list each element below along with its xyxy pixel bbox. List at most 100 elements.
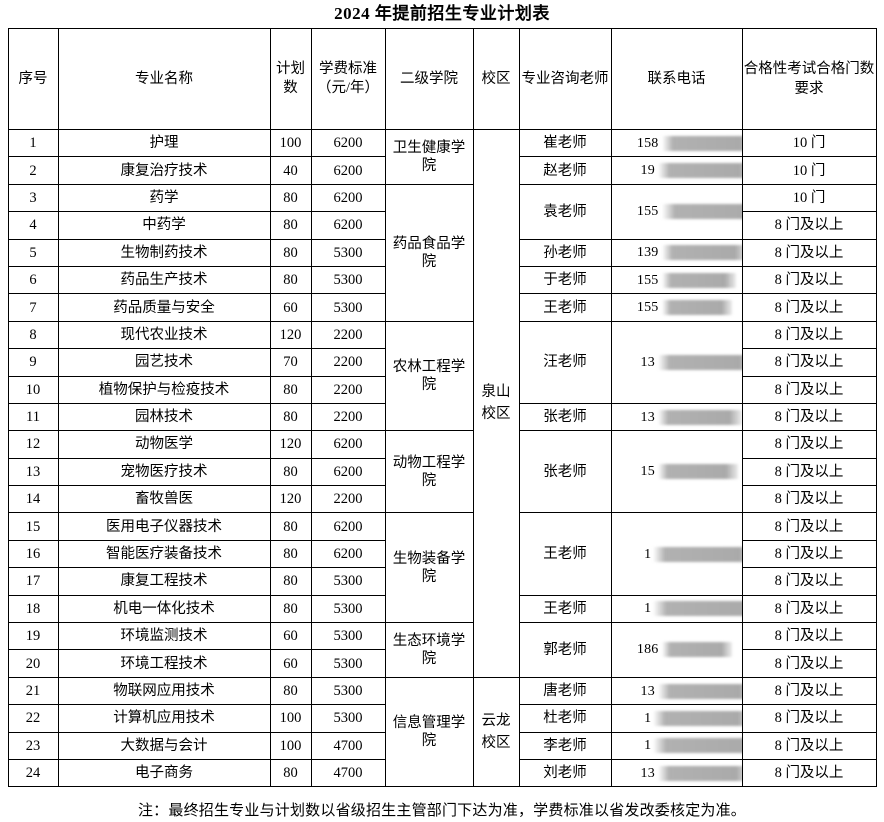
cell-fee: 5300: [310, 649, 386, 678]
table-row: 12 动物医学 120 6200 动物工程学院 张老师 15 8 门及以上: [7, 430, 877, 514]
table-row: 13 宠物医疗技术 80 6200 8 门及以上: [7, 457, 877, 487]
cell-teacher: 张老师: [518, 402, 612, 432]
cell-major: 植物保护与检疫技术: [57, 375, 271, 404]
cell-seq: 4: [7, 211, 59, 240]
cell-seq: 6: [7, 265, 59, 295]
cell-requirement: 8 门及以上: [741, 402, 877, 432]
cell-requirement: 8 门及以上: [741, 348, 877, 377]
cell-fee: 5300: [310, 293, 386, 322]
table-row: 4 中药学 80 6200 8 门及以上: [7, 211, 877, 240]
cell-seq: 3: [7, 183, 59, 213]
cell-fee: 5300: [310, 265, 386, 295]
redaction-overlay: [657, 409, 741, 425]
cell-major: 大数据与会计: [57, 731, 271, 760]
cell-requirement: 10 门: [741, 183, 877, 213]
cell-plan: 80: [269, 539, 312, 569]
column-header-major: 专业名称: [57, 28, 271, 130]
cell-requirement: 8 门及以上: [741, 320, 877, 350]
cell-requirement: 8 门及以上: [741, 512, 877, 541]
cell-teacher: 唐老师: [518, 676, 612, 706]
cell-seq: 24: [7, 758, 59, 788]
cell-plan: 80: [269, 457, 312, 487]
page-title: 2024 年提前招生专业计划表: [334, 4, 550, 23]
phone-number-redacted: 1: [644, 546, 741, 564]
cell-seq: 8: [7, 320, 59, 350]
cell-fee: 6200: [310, 512, 386, 541]
cell-phone: 13: [610, 758, 743, 788]
cell-seq: 16: [7, 539, 59, 569]
cell-college: 药品食品学院: [384, 183, 474, 322]
phone-number-redacted: 1: [644, 710, 741, 728]
cell-major: 药品生产技术: [57, 265, 271, 295]
cell-plan: 100: [269, 128, 312, 158]
phone-number-redacted: 13: [641, 354, 741, 372]
cell-teacher: 汪老师: [518, 320, 612, 404]
cell-teacher: 杜老师: [518, 704, 612, 733]
table-row: 8 现代农业技术 120 2200 农林工程学院 汪老师 13 8 门及以上: [7, 320, 877, 432]
cell-fee: 5300: [310, 622, 386, 651]
redaction-overlay: [657, 765, 741, 781]
cell-plan: 80: [269, 375, 312, 404]
phone-number-redacted: 15: [641, 463, 738, 481]
cell-major: 环境工程技术: [57, 649, 271, 678]
cell-fee: 6200: [310, 183, 386, 213]
cell-teacher: 张老师: [518, 430, 612, 514]
cell-teacher: 于老师: [518, 265, 612, 295]
cell-teacher: 袁老师: [518, 183, 612, 240]
cell-fee: 5300: [310, 567, 386, 596]
table-row: 19 环境监测技术 60 5300 生态环境学院 郭老师 186 8 门及以上: [7, 622, 877, 678]
cell-phone: 15: [610, 430, 743, 514]
table-row: 22 计算机应用技术 100 5300 杜老师 1 8 门及以上: [7, 704, 877, 733]
cell-requirement: 8 门及以上: [741, 485, 877, 514]
column-header-fee: 学费标准（元/年）: [310, 28, 386, 130]
phone-number-redacted: 155: [637, 299, 732, 317]
redaction-overlay: [657, 683, 741, 699]
cell-seq: 9: [7, 348, 59, 377]
redaction-overlay: [661, 135, 741, 151]
cell-requirement: 8 门及以上: [741, 567, 877, 596]
table-row: 21 物联网应用技术 80 5300 信息管理学院 云龙校区 唐老师 13 8 门及以上: [7, 676, 877, 788]
cell-plan: 100: [269, 731, 312, 760]
cell-requirement: 8 门及以上: [741, 238, 877, 267]
cell-teacher: 孙老师: [518, 238, 612, 267]
phone-number-redacted: 158: [637, 135, 741, 153]
cell-seq: 23: [7, 731, 59, 760]
cell-seq: 21: [7, 676, 59, 706]
cell-teacher: 赵老师: [518, 156, 612, 185]
cell-fee: 5300: [310, 676, 386, 706]
cell-college: 生物装备学院: [384, 512, 474, 624]
column-header-campus: 校区: [472, 28, 520, 130]
phone-number-redacted: 1: [644, 737, 741, 755]
cell-plan: 80: [269, 676, 312, 706]
cell-major: 护理: [57, 128, 271, 158]
cell-fee: 2200: [310, 375, 386, 404]
cell-fee: 6200: [310, 539, 386, 569]
cell-requirement: 8 门及以上: [741, 594, 877, 624]
redaction-overlay: [653, 738, 741, 754]
cell-major: 宠物医疗技术: [57, 457, 271, 487]
table-row: 5 生物制药技术 80 5300 孙老师 139 8 门及以上: [7, 238, 877, 267]
cell-phone: 13: [610, 320, 743, 404]
cell-fee: 6200: [310, 211, 386, 240]
redaction-overlay: [653, 710, 741, 726]
cell-fee: 5300: [310, 238, 386, 267]
phone-number-redacted: 13: [641, 409, 741, 427]
cell-major: 机电一体化技术: [57, 594, 271, 624]
cell-college: 信息管理学院: [384, 676, 474, 788]
cell-requirement: 8 门及以上: [741, 265, 877, 295]
cell-plan: 80: [269, 512, 312, 541]
table-row: 15 医用电子仪器技术 80 6200 生物装备学院 王老师 1 8 门及以上: [7, 512, 877, 624]
cell-requirement: 8 门及以上: [741, 649, 877, 678]
cell-requirement: 8 门及以上: [741, 457, 877, 487]
cell-major: 药品质量与安全: [57, 293, 271, 322]
cell-major: 中药学: [57, 211, 271, 240]
redaction-overlay: [661, 272, 736, 288]
cell-phone: 1: [610, 512, 743, 596]
cell-major: 药学: [57, 183, 271, 213]
table-body: 1 护理 100 6200 卫生健康学院 泉山校区 崔老师 158 10 门 2 康复治疗技术 40…: [7, 128, 877, 788]
cell-plan: 80: [269, 211, 312, 240]
table-row: 10 植物保护与检疫技术 80 2200 8 门及以上: [7, 375, 877, 404]
redaction-overlay: [661, 245, 741, 261]
redaction-overlay: [661, 204, 741, 220]
